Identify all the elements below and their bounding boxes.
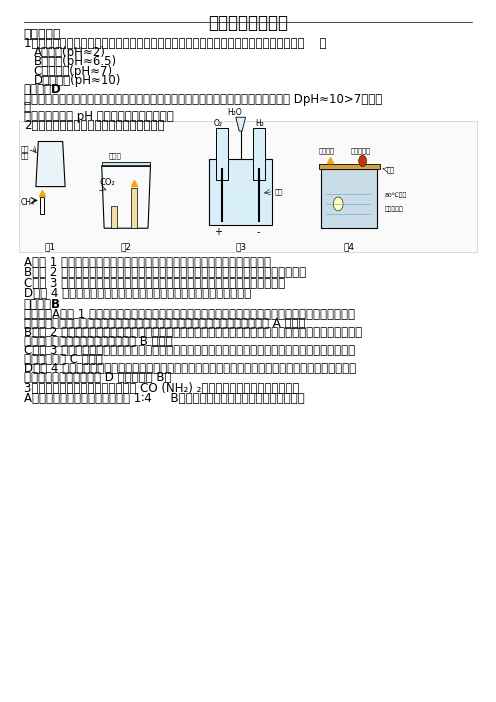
Text: 干冷
烧杯: 干冷 烧杯	[20, 145, 29, 159]
Bar	[112, 206, 118, 228]
Text: 电极: 电极	[275, 189, 283, 195]
Text: 3．尿素是一种氮肥，其化学成分为 CO (NH₂) ₂，下列有关尿素的叙述正确的是: 3．尿素是一种氮肥，其化学成分为 CO (NH₂) ₂，下列有关尿素的叙述正确的…	[24, 381, 299, 395]
Text: B、图 2 所示实验根据下面的蜡烛先熄灭，上面的蜡烛后熄灭，既说明了二氧化碳密度比空气大，又说明二: B、图 2 所示实验根据下面的蜡烛先熄灭，上面的蜡烛后熄灭，既说明了二氧化碳密度…	[24, 326, 362, 339]
Bar	[253, 128, 265, 180]
Text: 达到着火点造成的，选项 D 错误，故选 B。: 达到着火点造成的，选项 D 错误，故选 B。	[24, 371, 171, 384]
Bar	[131, 188, 137, 228]
Text: 图3: 图3	[235, 242, 246, 251]
Text: -: -	[256, 227, 260, 237]
Text: C、图 3 所示实验电解水生成了氢气和氧气，说明水是由氢元素和氧元素组成的，但水不是由氢气和氧气: C、图 3 所示实验电解水生成了氢气和氧气，说明水是由氢元素和氧元素组成的，但水…	[24, 344, 355, 357]
Text: H₂O: H₂O	[228, 108, 242, 117]
Text: C．矿泉水(pH≈7): C．矿泉水(pH≈7)	[33, 65, 113, 77]
Bar	[209, 159, 272, 225]
Text: B．牛奶(pH≈6.5): B．牛奶(pH≈6.5)	[33, 55, 117, 69]
Polygon shape	[236, 117, 246, 131]
Text: 80℃的水: 80℃的水	[384, 192, 407, 198]
Text: D．图 4 所示实验既可探究可燃物的燃烧条件，又说明红磷不是可燃物: D．图 4 所示实验既可探究可燃物的燃烧条件，又说明红磷不是可燃物	[24, 287, 251, 300]
Bar	[40, 197, 44, 214]
Circle shape	[333, 197, 343, 211]
Text: 图2: 图2	[121, 242, 131, 251]
Text: 氢元素，因为没有证明是否有二氧化碳生成，所以并不能说明含有碳元素，选项 A 错误；: 氢元素，因为没有证明是否有二氧化碳生成，所以并不能说明含有碳元素，选项 A 错误…	[24, 317, 305, 330]
Text: 组成的，选项 C 错误；: 组成的，选项 C 错误；	[24, 353, 102, 366]
Text: 考点：酸碱性与 pH 的关系；中和反应的应用: 考点：酸碱性与 pH 的关系；中和反应的应用	[24, 110, 174, 124]
Text: 中考化学模拟试卷: 中考化学模拟试卷	[208, 14, 288, 32]
Text: A．图 1 所示实验既说明甲烷具有可燃性，又说明甲烷中含有碳、氢两种元素: A．图 1 所示实验既说明甲烷具有可燃性，又说明甲烷中含有碳、氢两种元素	[24, 256, 271, 269]
Text: C．图 3 所示实验既说明电解水生成氢气和氧气，又说明水是由氢气和氧气组成的: C．图 3 所示实验既说明电解水生成氢气和氧气，又说明水是由氢气和氧气组成的	[24, 277, 285, 290]
Bar	[321, 169, 377, 228]
Bar	[216, 128, 229, 180]
Text: +: +	[214, 227, 222, 237]
Text: 【答案】D: 【答案】D	[24, 84, 62, 96]
Text: B．图 2 所示实验既说明二氧化碳密度比空气大，又说明二氧化碳不能燃烧也不支持燃烧: B．图 2 所示实验既说明二氧化碳密度比空气大，又说明二氧化碳不能燃烧也不支持燃…	[24, 266, 306, 279]
Text: A．食醋(pH≈2): A．食醋(pH≈2)	[33, 46, 105, 60]
Text: 一、选择题: 一、选择题	[24, 29, 61, 41]
Text: 白磷不燃烧: 白磷不燃烧	[384, 206, 403, 212]
Text: 2．通过下列图示实验得出的结论中正确的是: 2．通过下列图示实验得出的结论中正确的是	[24, 119, 164, 132]
FancyBboxPatch shape	[19, 121, 477, 253]
Text: 性: 性	[24, 101, 31, 114]
Text: 【答案】B: 【答案】B	[24, 298, 61, 310]
Text: 图1: 图1	[45, 242, 56, 251]
Text: H₂: H₂	[255, 119, 264, 128]
Text: 红磷不燃烧: 红磷不燃烧	[350, 147, 371, 154]
Text: D．肥皂水(pH≈10): D．肥皂水(pH≈10)	[33, 74, 121, 86]
Bar	[319, 164, 379, 169]
Text: 【解析】A、图 1 所示实验既说明甲烷具有可燃性，通过干冷的烧杯内壁有水珠出现，又说明甲烷中含有: 【解析】A、图 1 所示实验既说明甲烷具有可燃性，通过干冷的烧杯内壁有水珠出现，…	[24, 308, 355, 321]
Text: O₂: O₂	[214, 119, 223, 128]
Text: 铜片: 铜片	[387, 166, 395, 173]
Text: CO₂: CO₂	[99, 178, 115, 187]
Text: A．尿素中碳、氢元素的个数比为 1∶4     B．尿素素由碳、氢、氧、氮四种原子构成: A．尿素中碳、氢元素的个数比为 1∶4 B．尿素素由碳、氢、氧、氮四种原子构成	[24, 392, 305, 405]
Text: 1．某同学郊游时不慎被蜜蜂蛰伤，蜜蜂的刺液是酸性的，为减轻疼痛可以在蛰伤处涂抹（    ）: 1．某同学郊游时不慎被蜜蜂蛰伤，蜜蜂的刺液是酸性的，为减轻疼痛可以在蛰伤处涂抹（…	[24, 37, 326, 51]
Text: 白磷燃烧: 白磷燃烧	[319, 147, 335, 154]
Circle shape	[359, 155, 367, 166]
Text: 玻璃片: 玻璃片	[109, 152, 122, 159]
Text: D、图 4 所示实验可探究可燃物的燃烧条件，但不能说明红磷不是可燃物，因为红磷没有燃烧是温度没有: D、图 4 所示实验可探究可燃物的燃烧条件，但不能说明红磷不是可燃物，因为红磷没…	[24, 362, 356, 375]
Text: 【解析】试题分析：蜜蜂的刺液是酸性的，应涂抹碱性的物质以减轻疼痛，选项中只有 DpH≈10>7，显碱: 【解析】试题分析：蜜蜂的刺液是酸性的，应涂抹碱性的物质以减轻疼痛，选项中只有 D…	[24, 93, 382, 106]
Text: CH₄: CH₄	[20, 199, 34, 207]
Text: 氧化碳不能燃烧也不支持燃烧，选项 B 正确；: 氧化碳不能燃烧也不支持燃烧，选项 B 正确；	[24, 335, 172, 348]
Bar	[102, 161, 150, 166]
Polygon shape	[36, 142, 65, 187]
Text: 图4: 图4	[343, 242, 355, 251]
